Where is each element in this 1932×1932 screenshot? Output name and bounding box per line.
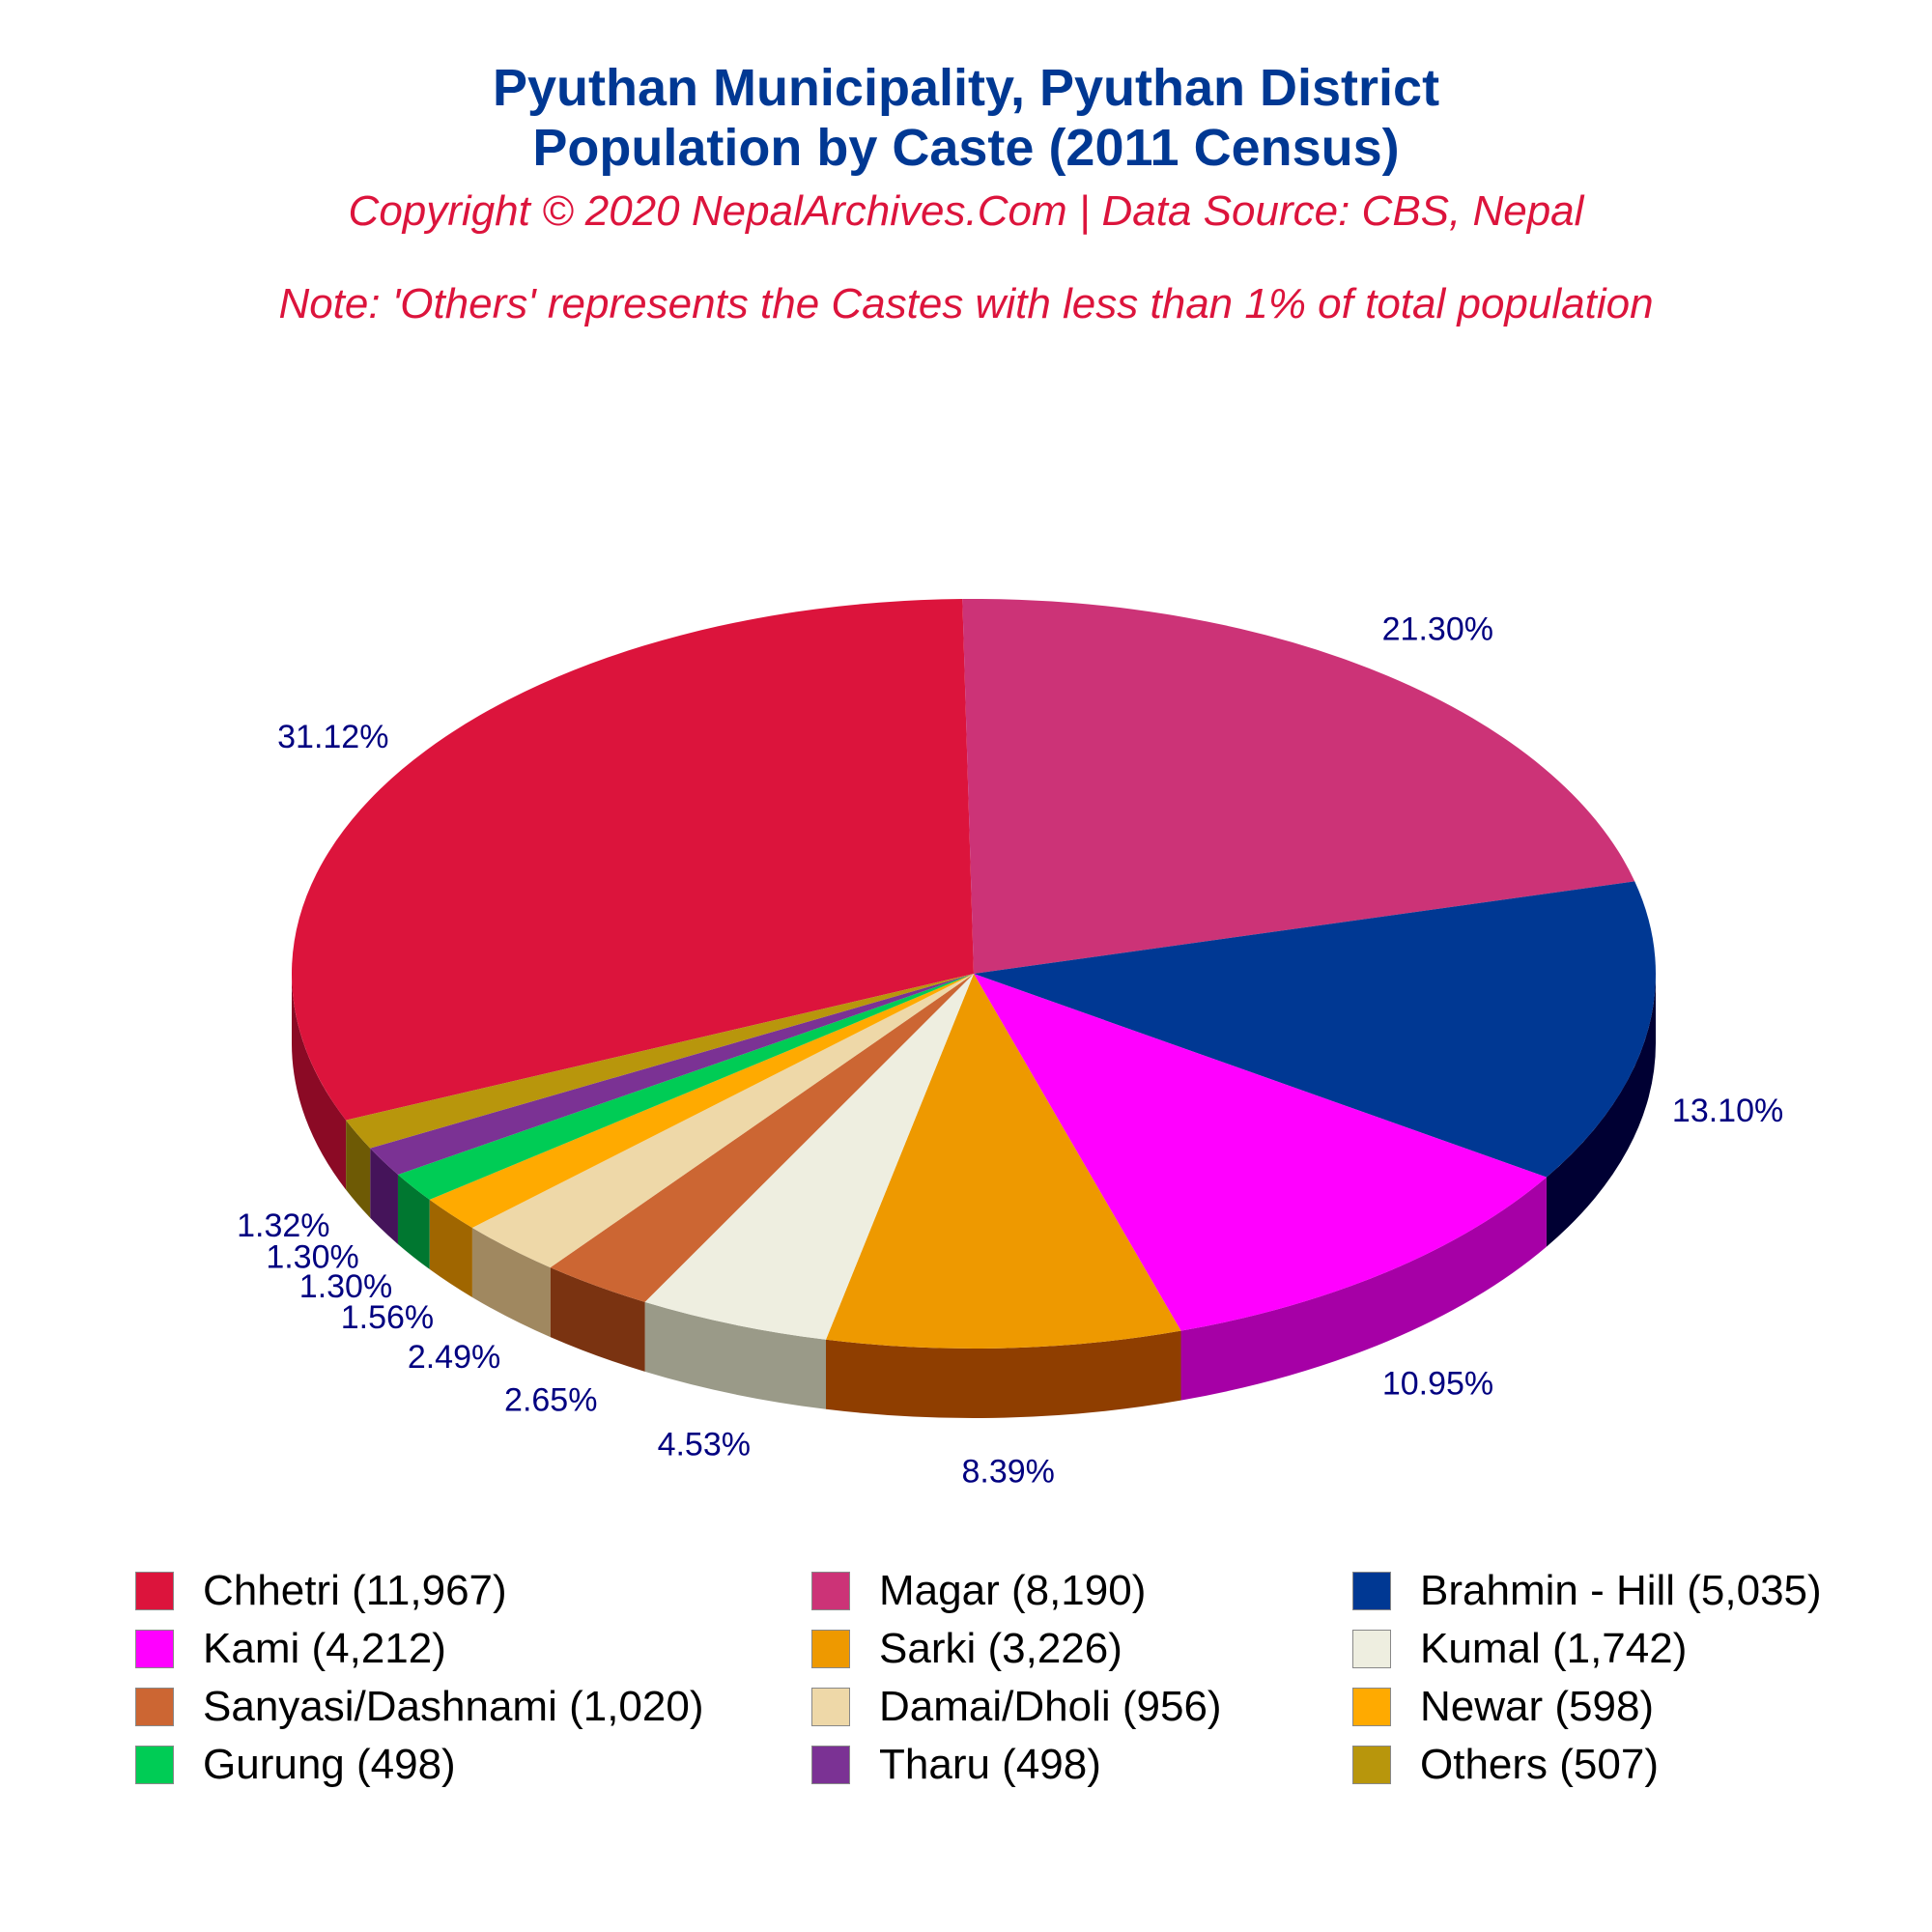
legend-label: Newar (598)	[1420, 1683, 1655, 1730]
pie-slice-brahmin-hill	[974, 881, 1656, 1178]
pie-slice-kami	[974, 974, 1547, 1331]
legend-item-damai-dholi: Damai/Dholi (956)	[811, 1681, 1352, 1733]
pie-label-newar: 1.56%	[341, 1299, 434, 1336]
legend-item-gurung: Gurung (498)	[135, 1739, 811, 1791]
pie-slice-newar	[429, 974, 975, 1228]
pie-side-gurung	[397, 1174, 430, 1269]
legend-item-sanyasi-dashnami: Sanyasi/Dashnami (1,020)	[135, 1681, 811, 1733]
pie-side-newar	[429, 1199, 472, 1297]
legend-item-others: Others (507)	[1352, 1739, 1874, 1791]
legend-item-newar: Newar (598)	[1352, 1681, 1874, 1733]
copyright-text: Copyright © 2020 NepalArchives.Com | Dat…	[348, 187, 1584, 235]
legend-label: Damai/Dholi (956)	[879, 1683, 1222, 1730]
legend-swatch	[135, 1572, 174, 1610]
legend-item-chhetri: Chhetri (11,967)	[135, 1565, 811, 1617]
legend-swatch	[1352, 1630, 1391, 1668]
pie-side-others	[346, 1120, 371, 1218]
pie-label-damai-dholi: 2.49%	[408, 1339, 500, 1376]
pie-label-kami: 10.95%	[1382, 1365, 1493, 1402]
legend-item-kumal: Kumal (1,742)	[1352, 1623, 1874, 1675]
pie-label-kumal: 4.53%	[658, 1426, 751, 1463]
pie-slice-damai-dholi	[471, 974, 974, 1268]
legend-label: Brahmin - Hill (5,035)	[1420, 1567, 1822, 1614]
pie-label-gurung: 1.30%	[299, 1268, 392, 1305]
legend-item-sarki: Sarki (3,226)	[811, 1623, 1352, 1675]
pie-chart: 31.12% 21.30% 13.10% 10.95% 8.39% 4.53% 2.65%2…	[237, 599, 1783, 1491]
legend-item-tharu: Tharu (498)	[811, 1739, 1352, 1791]
pie-side-brahmin-hill	[1546, 974, 1656, 1247]
legend-swatch	[811, 1572, 850, 1610]
legend-label: Tharu (498)	[879, 1741, 1101, 1788]
pie-label-tharu: 1.30%	[266, 1239, 358, 1276]
pie-side-chhetri	[292, 974, 347, 1190]
pie-side-damai-dholi	[471, 1227, 551, 1338]
pie-slice-chhetri	[292, 599, 974, 1121]
legend-label: Kumal (1,742)	[1420, 1625, 1688, 1672]
legend-item-brahmin-hill: Brahmin - Hill (5,035)	[1352, 1565, 1874, 1617]
pie-slice-magar	[962, 599, 1635, 974]
pie-side-tharu	[370, 1148, 398, 1244]
legend-label: Sanyasi/Dashnami (1,020)	[203, 1683, 704, 1730]
legend-swatch	[811, 1630, 850, 1668]
legend-swatch	[811, 1688, 850, 1726]
pie-label-brahmin-hill: 13.10%	[1672, 1093, 1783, 1129]
pie-slice-others	[346, 974, 975, 1149]
pie-slice-gurung	[397, 974, 975, 1200]
pie-side-sanyasi-dashnami	[550, 1267, 645, 1372]
legend-swatch	[1352, 1688, 1391, 1726]
pie-side-kumal	[644, 1301, 826, 1409]
pie-slice-tharu	[370, 974, 975, 1175]
chart-title-line1: Pyuthan Municipality, Pyuthan District	[492, 59, 1440, 117]
pie-side-sarki	[825, 1330, 1181, 1418]
note-text: Note: 'Others' represents the Castes wit…	[278, 280, 1654, 327]
pie-side-kami	[1180, 1177, 1547, 1401]
pie-label-sanyasi-dashnami: 2.65%	[504, 1381, 597, 1418]
legend-label: Magar (8,190)	[879, 1567, 1147, 1614]
legend-label: Gurung (498)	[203, 1741, 456, 1788]
legend-swatch	[135, 1630, 174, 1668]
legend-item-kami: Kami (4,212)	[135, 1623, 811, 1675]
pie-label-sarki: 8.39%	[961, 1454, 1054, 1491]
legend-swatch	[1352, 1746, 1391, 1784]
chart-title-line2: Population by Caste (2011 Census)	[532, 119, 1400, 177]
pie-slice-sanyasi-dashnami	[550, 974, 974, 1302]
legend-swatch	[135, 1746, 174, 1784]
chart-legend: Chhetri (11,967) Magar (8,190) Brahmin - H…	[135, 1565, 1874, 1791]
pie-slice-kumal	[644, 974, 974, 1340]
legend-swatch	[135, 1688, 174, 1726]
chart-header: Pyuthan Municipality, Pyuthan District P…	[0, 58, 1932, 330]
pie-label-others: 1.32%	[237, 1208, 329, 1244]
legend-item-magar: Magar (8,190)	[811, 1565, 1352, 1617]
legend-swatch	[811, 1746, 850, 1784]
legend-label: Kami (4,212)	[203, 1625, 446, 1672]
legend-label: Sarki (3,226)	[879, 1625, 1122, 1672]
legend-swatch	[1352, 1572, 1391, 1610]
legend-label: Others (507)	[1420, 1741, 1659, 1788]
pie-label-chhetri: 31.12%	[277, 719, 388, 755]
legend-label: Chhetri (11,967)	[203, 1567, 507, 1614]
pie-label-magar: 21.30%	[1382, 611, 1493, 648]
pie-slice-sarki	[825, 974, 1181, 1349]
